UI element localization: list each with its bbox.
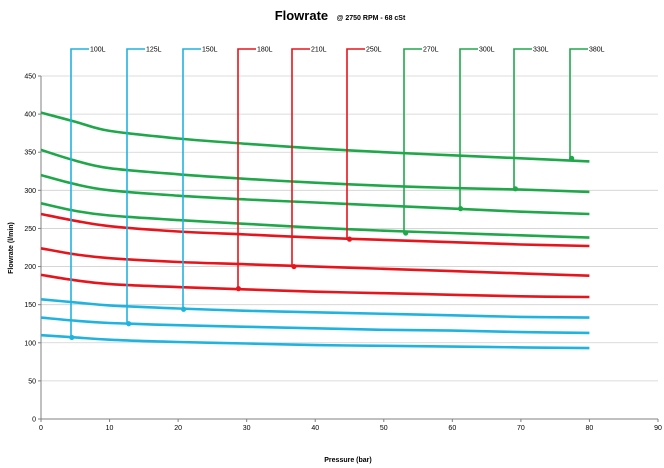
series-line-300L [40,173,590,216]
x-tick-label: 20 [174,425,182,432]
series-line-180L [40,273,590,299]
legend-label-180L: 180L [257,47,273,54]
legend-label-150L: 150L [202,47,218,54]
legend-leader-380L [569,48,588,160]
legend-label-270L: 270L [423,47,439,54]
legend-leader-210L [291,48,310,268]
x-tick-label: 60 [448,425,456,432]
series-lines [40,111,590,350]
legend-label-380L: 380L [589,47,605,54]
series-line-210L [40,247,590,277]
legend-marker-380L [569,155,575,161]
axes [38,75,659,422]
series-line-250L [40,212,590,248]
legend-marker-210L [291,263,297,270]
legend-label-210L: 210L [311,47,327,54]
chart-title-main: Flowrate [275,8,328,23]
legend-leader-125L [126,48,145,325]
y-tick-label: 300 [24,188,36,195]
y-tick-labels: 0 50 100 150 200 250 300 350 400 450 [24,74,36,424]
legend-marker-330L [512,186,519,192]
x-tick-label: 80 [586,425,594,432]
legend-marker-150L [180,306,187,312]
x-tick-label: 10 [106,425,114,432]
svg-text:Flowrate @ 2750 RPM - 68: Flowrate @ 2750 RPM - 68 cSt [275,7,406,24]
y-tick-label: 250 [24,226,36,233]
legend-leader-150L [182,48,201,311]
legend-marker-125L [126,321,132,327]
legend-leader-250L [346,48,365,240]
legend-leader-180L [237,48,256,290]
legend-marker-100L [69,334,75,341]
y-tick-label: 150 [24,302,36,309]
legend-label-125L: 125L [146,47,162,54]
legend-marker-180L [235,286,242,292]
legend: 100L 125L 150L 180L 210L 250L 270L 300L 330L 380L [69,47,605,341]
x-tick-label: 90 [654,425,662,432]
chart-subtitle: @ 2750 RPM - 68 cSt [337,15,406,22]
legend-leader-330L [513,48,532,190]
series-line-380L [40,111,590,163]
x-axis-label: Pressure (bar) [324,457,371,464]
x-tick-label: 50 [380,425,388,432]
y-axis-label: Flowrate (l/min) [8,222,15,274]
legend-label-300L: 300L [479,47,495,54]
y-tick-label: 450 [24,74,36,81]
series-line-125L [40,316,590,335]
x-tick-label: 30 [243,425,251,432]
y-tick-label: 50 [28,378,36,385]
legend-marker-250L [346,236,353,242]
y-tick-label: 350 [24,150,36,157]
legend-label-250L: 250L [366,47,382,54]
y-tick-label: 100 [24,340,36,347]
legend-marker-270L [403,230,409,236]
x-tick-label: 40 [311,425,319,432]
legend-label-100L: 100L [90,47,106,54]
chart-title: Flowrate @ 2750 RPM - 68 cSt [275,7,406,24]
series-line-330L [40,148,590,194]
legend-leader-300L [459,48,478,210]
y-tick-label: 400 [24,112,36,119]
x-tick-label: 70 [517,425,525,432]
x-tick-label: 0 [39,425,43,432]
series-line-150L [40,298,590,319]
y-tick-label: 0 [32,417,36,424]
legend-marker-300L [457,206,464,212]
series-line-100L [40,333,590,350]
y-tick-label: 200 [24,264,36,271]
x-tick-labels: 0 10 20 30 40 50 60 70 80 90 [39,425,662,432]
legend-label-330L: 330L [533,47,549,54]
series-line-270L [40,202,590,239]
legend-leader-100L [70,48,89,339]
